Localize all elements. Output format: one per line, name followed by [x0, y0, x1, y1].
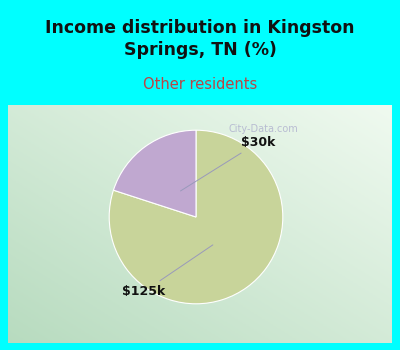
- Wedge shape: [114, 130, 196, 217]
- Wedge shape: [109, 130, 283, 304]
- Text: Other residents: Other residents: [143, 77, 257, 92]
- Text: City-Data.com: City-Data.com: [228, 124, 298, 134]
- Text: $30k: $30k: [180, 136, 276, 191]
- Text: Income distribution in Kingston
Springs, TN (%): Income distribution in Kingston Springs,…: [45, 19, 355, 59]
- Text: $125k: $125k: [122, 245, 213, 298]
